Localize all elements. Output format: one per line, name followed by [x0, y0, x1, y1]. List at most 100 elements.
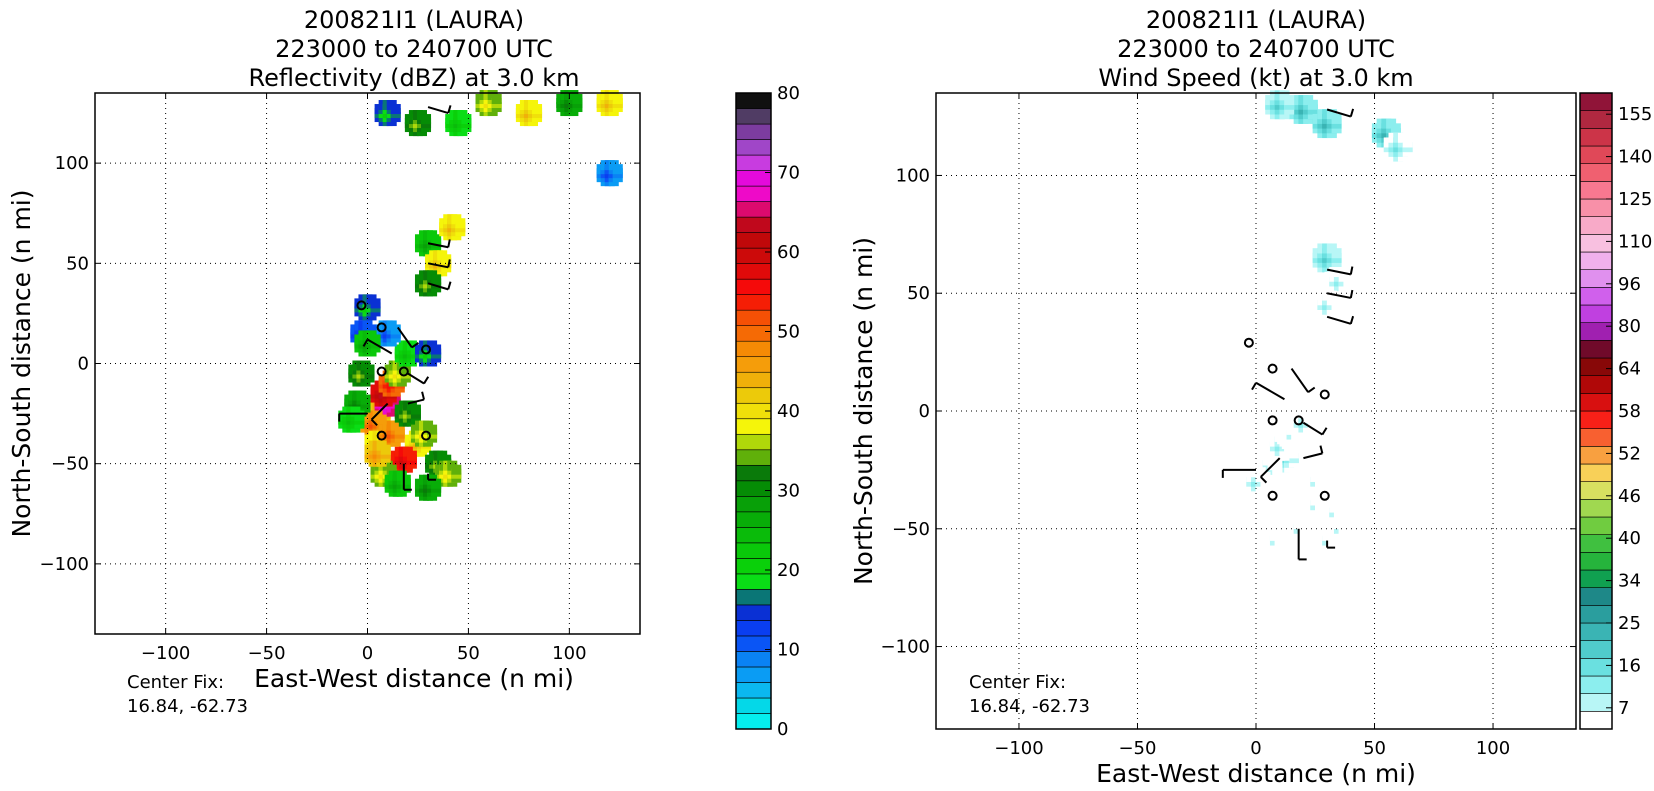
data-cell [1338, 502, 1349, 513]
colorbar-segment [1579, 181, 1613, 200]
colorbar-segment [735, 527, 772, 544]
colorbar-segment [735, 573, 772, 590]
colorbar-tick-label: 52 [1618, 443, 1641, 464]
colorbar-segment [735, 589, 772, 606]
colorbar-segment [735, 651, 772, 668]
colorbar-segment [1579, 499, 1613, 518]
colorbar-segment [735, 371, 772, 389]
colorbar-segment [735, 449, 772, 466]
colorbar-segment [1579, 269, 1613, 288]
colorbar-tick-label: 140 [1618, 147, 1652, 168]
colorbar-tick-label: 80 [777, 83, 800, 104]
colorbar-segment [735, 278, 772, 295]
colorbar-segment [735, 697, 772, 714]
data-cell [431, 274, 442, 285]
panel-0: 200821I1 (LAURA)223000 to 240700 UTCRefl… [7, 6, 800, 740]
x-tick-label: 50 [1363, 738, 1386, 759]
data-cell [1402, 137, 1413, 148]
colorbar-segment [1579, 304, 1613, 323]
colorbar-tick-label: 40 [1618, 528, 1641, 549]
wind-barb-flag [447, 105, 452, 114]
colorbar-segment [1579, 375, 1613, 394]
colorbar-segment [735, 682, 772, 699]
y-tick-label: 50 [66, 253, 89, 274]
colorbar-segment [735, 340, 772, 358]
wind-barb [1326, 292, 1352, 299]
colorbar-tick-label: 10 [777, 640, 800, 661]
colorbar-segment [1579, 569, 1613, 588]
colorbar-segment [735, 480, 772, 497]
colorbar-segment [735, 154, 772, 171]
wind-barb-flag [1349, 289, 1354, 299]
colorbar-segment [735, 666, 772, 683]
colorbar-segment [1579, 234, 1613, 253]
colorbar-segment [1579, 446, 1613, 465]
calm-wind-marker [1267, 415, 1278, 426]
data-cell [427, 424, 438, 435]
wind-barb-flag [423, 376, 430, 385]
calm-wind-marker [1267, 363, 1278, 374]
data-cell [1331, 295, 1342, 306]
colorbar-segment [735, 496, 772, 513]
x-axis-label: East-West distance (n mi) [1096, 759, 1416, 787]
colorbar-tick-label: 155 [1618, 104, 1652, 125]
colorbar-segment [735, 433, 772, 451]
data-cell [370, 334, 381, 345]
data-cell [1390, 123, 1401, 134]
panel-1: 200821I1 (LAURA)223000 to 240700 UTCWind… [849, 6, 1652, 788]
colorbar-segment [1579, 128, 1613, 147]
colorbar-segment [1579, 693, 1613, 712]
wind-barb-flag [411, 342, 420, 349]
x-tick-label: 100 [1476, 738, 1510, 759]
colorbar-tick-label: 20 [777, 560, 800, 581]
colorbar-tick-label: 80 [1618, 316, 1641, 337]
y-tick-label: 0 [78, 354, 89, 375]
colorbar-tick-label: 34 [1618, 571, 1641, 592]
colorbar-tick-label: 96 [1618, 274, 1641, 295]
wind-barb [1290, 368, 1309, 393]
wind-barb-flag [1260, 476, 1268, 484]
data-cell [386, 464, 397, 475]
wind-barb-flag [447, 281, 452, 290]
chart-title-line: Reflectivity (dBZ) at 3.0 km [249, 64, 580, 92]
data-cell [1331, 113, 1342, 124]
data-cell [1279, 530, 1290, 541]
colorbar-segment [1579, 587, 1613, 606]
colorbar-segment [735, 139, 772, 156]
data-cell [394, 424, 405, 435]
colorbar-segment [735, 232, 772, 249]
y-tick-label: −100 [40, 554, 89, 575]
wind-barb-flag [447, 259, 451, 268]
chart-title-line: 200821I1 (LAURA) [304, 6, 524, 34]
x-tick-label: −50 [1118, 738, 1156, 759]
colorbar-segment [1579, 552, 1613, 571]
data-cell [455, 218, 466, 229]
wind-barb-flag [1349, 315, 1355, 325]
colorbar-tick-label: 7 [1618, 698, 1629, 719]
data-cell [406, 450, 417, 461]
colorbar-tick-label: 70 [777, 163, 800, 184]
colorbar-tick-label: 16 [1618, 655, 1641, 676]
x-tick-label: −100 [141, 643, 190, 664]
colorbar-segment [1579, 145, 1613, 164]
data-cell [572, 94, 583, 105]
colorbar-segment [735, 263, 772, 280]
calm-wind-marker [376, 322, 387, 333]
calm-wind-marker [356, 300, 367, 311]
colorbar-tick-label: 50 [777, 322, 800, 343]
wind-barb-flag [421, 391, 425, 400]
data-cell [421, 114, 432, 125]
colorbar-segment [735, 294, 772, 311]
center-fix-annotation: Center Fix: [969, 672, 1066, 693]
colorbar-segment [735, 216, 772, 233]
data-cell [1307, 413, 1318, 424]
data-cell [431, 478, 442, 489]
y-tick-label: −100 [881, 637, 930, 658]
chart-title-line: Wind Speed (kt) at 3.0 km [1098, 64, 1413, 92]
data-cell [1331, 248, 1342, 259]
colorbar-tick-label: 46 [1618, 486, 1641, 507]
colorbar-segment [735, 620, 772, 637]
data-cell [366, 324, 377, 335]
colorbar-segment [735, 542, 772, 559]
data-cell [360, 394, 371, 405]
